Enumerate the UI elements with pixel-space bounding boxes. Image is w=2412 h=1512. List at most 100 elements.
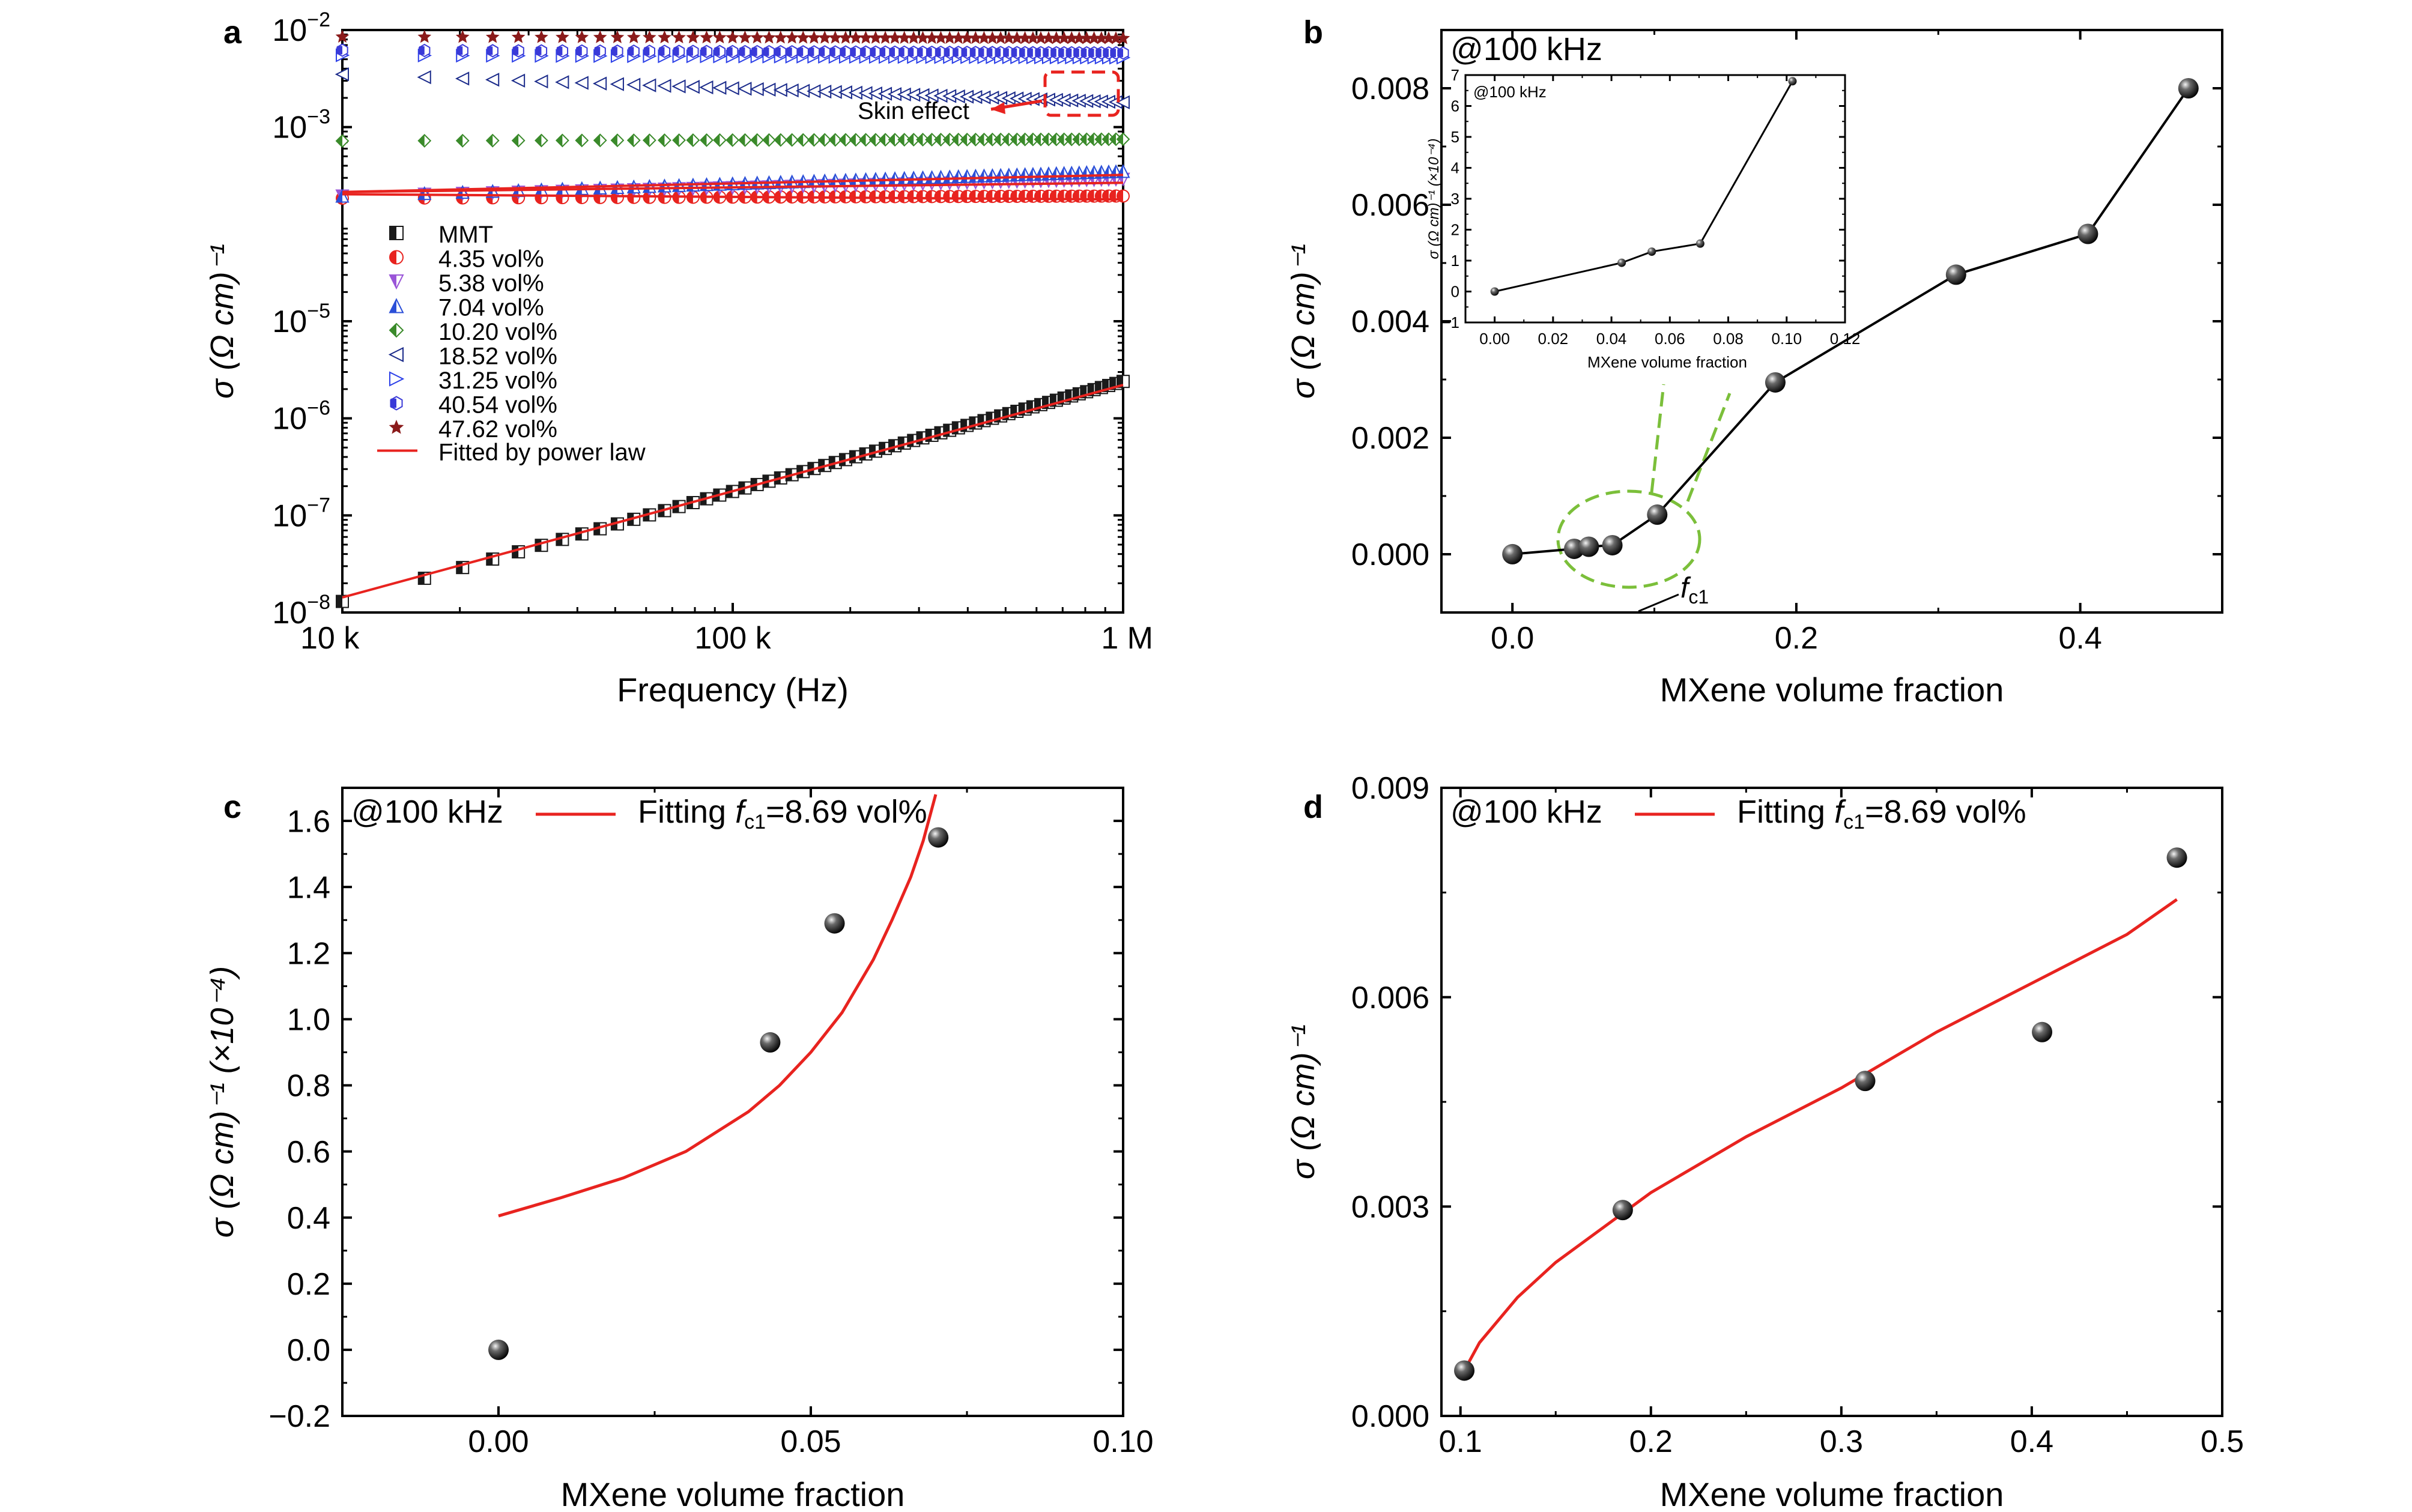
data-point [774, 133, 788, 147]
legend-marker [390, 396, 403, 411]
marker-outline [626, 77, 641, 92]
series-47-62-vol- [335, 29, 1130, 44]
marker-half [926, 171, 932, 184]
marker-outline [773, 83, 787, 97]
marker-half [917, 432, 923, 444]
marker-half [1073, 94, 1085, 101]
y-tick-label: 1 [1451, 252, 1459, 270]
data-point [773, 83, 787, 97]
marker-half [978, 414, 984, 427]
x-tick-label: 0.00 [468, 1424, 529, 1459]
marker-star [796, 30, 810, 44]
data-point [712, 133, 727, 147]
y-tick-label: −1 [1441, 313, 1459, 331]
marker-outline [795, 83, 810, 98]
marker-star [762, 30, 776, 44]
data-point [878, 133, 892, 147]
marker-half [944, 424, 950, 437]
marker-half [575, 134, 582, 147]
data-point [488, 1339, 509, 1360]
marker-half [390, 324, 396, 337]
data-point [2178, 78, 2199, 98]
marker-half [849, 133, 856, 146]
data-point [511, 73, 526, 88]
marker-half [643, 134, 650, 147]
marker-outline [455, 71, 470, 86]
marker-half [879, 172, 886, 185]
data-point [658, 133, 671, 147]
panel-c-plot-frame [341, 787, 1124, 1417]
marker-half [700, 81, 713, 88]
panel-d-annotation: @100 kHz [1450, 794, 1602, 830]
marker-half [787, 47, 792, 56]
marker-half [726, 134, 733, 147]
data-point [419, 43, 431, 58]
marker-half [456, 135, 463, 147]
marker-half [751, 83, 763, 89]
y-tick-label: 4 [1451, 159, 1459, 177]
marker-star [455, 29, 470, 43]
svg-text:Fitting fc1=8.69 vol%: Fitting fc1=8.69 vol% [638, 794, 927, 833]
marker-star [774, 30, 788, 44]
marker-half [556, 76, 569, 82]
data-point [626, 30, 641, 44]
y-tick-label: 0.0 [287, 1333, 330, 1368]
data-point [828, 31, 843, 44]
marker-half [962, 48, 968, 57]
data-point [1115, 95, 1130, 110]
data-point [828, 133, 843, 147]
legend-fit-label: Fitted by power law [438, 440, 646, 466]
inset-xlabel: MXene volume fraction [1587, 353, 1747, 371]
marker-half [714, 134, 720, 147]
marker-star [626, 30, 641, 44]
data-point [455, 29, 470, 43]
marker-half [487, 46, 493, 55]
marker-half [970, 48, 976, 57]
marker-half [829, 133, 835, 146]
y-tick-label: 10−8 [272, 591, 330, 631]
y-tick-label: −0.2 [268, 1399, 330, 1434]
data-point [455, 71, 470, 86]
marker-half [986, 133, 993, 146]
data-point [626, 77, 641, 92]
marker-half [1088, 383, 1094, 396]
marker-half [1020, 48, 1025, 57]
marker-half [880, 47, 886, 56]
data-point [512, 44, 524, 58]
marker-half [1002, 133, 1009, 146]
data-point [610, 180, 625, 194]
marker-half [995, 133, 1001, 146]
marker-outline [725, 81, 739, 95]
marker-half [797, 85, 810, 91]
data-point [455, 133, 470, 148]
x-tick-label: 0.0 [1491, 621, 1534, 656]
marker-half [1042, 133, 1049, 146]
marker-half [611, 78, 623, 85]
x-tick-label: 0.3 [1820, 1424, 1863, 1459]
marker-star [535, 30, 548, 43]
marker-star [389, 420, 404, 434]
fit-curve [498, 794, 938, 1218]
data-point [687, 44, 699, 58]
marker-half [850, 47, 856, 56]
marker-star [726, 30, 740, 44]
panel-d-legend-suffix: =8.69 vol% [1865, 794, 2026, 830]
marker-half [926, 89, 938, 95]
marker-outline [610, 77, 624, 91]
marker-half [1102, 133, 1109, 145]
marker-half [849, 450, 856, 463]
marker-star [672, 30, 686, 44]
marker-half [594, 134, 601, 147]
data-point [738, 133, 752, 147]
data-point [417, 134, 432, 148]
x-tick-label: 0.08 [1713, 330, 1744, 348]
data-point [1502, 543, 1523, 564]
panel-c-series [488, 794, 949, 1360]
data-point [628, 44, 640, 58]
data-point [906, 171, 921, 185]
marker-half [763, 83, 775, 90]
y-tick-label: 5 [1451, 128, 1459, 146]
skin-effect-arrowhead [991, 102, 1005, 114]
data-point [657, 79, 671, 93]
marker-half [1059, 48, 1064, 57]
